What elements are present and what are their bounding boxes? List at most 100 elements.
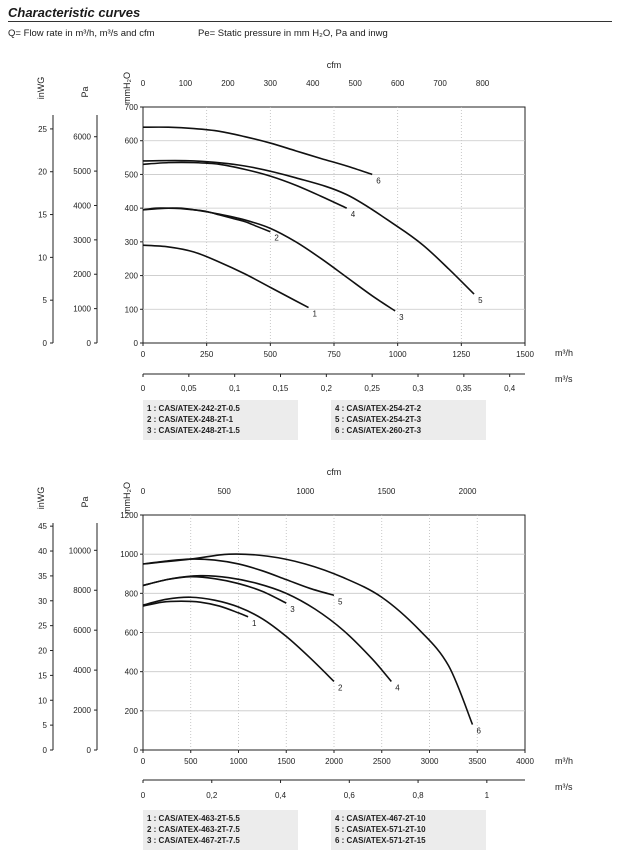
chart1-cfm-tick-label: 300: [264, 79, 278, 88]
chart1-curve-label-2: 2: [274, 234, 279, 243]
chart2-y-tick-label: 400: [125, 668, 139, 677]
chart1-cfm-label: cfm: [327, 60, 342, 70]
chart1-cfm-tick-label: 0: [141, 79, 146, 88]
chart2-x-tick-label: 0: [141, 757, 146, 766]
chart2-curve-label-1: 1: [252, 619, 257, 628]
page-title: Characteristic curves: [8, 5, 141, 20]
chart2-cfm-tick-label: 1000: [296, 487, 314, 496]
title-rule: [8, 21, 612, 22]
chart1-inwg-label: inWG: [36, 77, 46, 100]
chart1-curve-3: [142, 207, 396, 312]
chart2-inwg-tick-label: 25: [38, 622, 47, 631]
chart2-curve-label-2: 2: [338, 683, 343, 692]
chart2-curve-2: [142, 596, 335, 683]
chart1-curve-label-1: 1: [313, 310, 318, 319]
chart1-legend-entry: 6 : CAS/ATEX-260-2T-3: [335, 426, 422, 435]
chart1-legend-box: [143, 400, 298, 440]
chart2-pa-tick-label: 4000: [73, 666, 91, 675]
chart1-inwg-tick-label: 10: [38, 253, 47, 262]
chart2-inwg-tick-label: 35: [38, 572, 47, 581]
chart2-inwg-label: inWG: [36, 487, 46, 510]
chart1-x-tick-label: 1500: [516, 350, 534, 359]
chart2-pa-tick-label: 10000: [69, 546, 92, 555]
chart2-inwg-tick-label: 0: [43, 746, 48, 755]
chart2-m3s-tick-label: 1: [485, 791, 490, 800]
chart1-m3s-tick-label: 0,05: [181, 384, 197, 393]
chart1-legend-entry: 1 : CAS/ATEX-242-2T-0.5: [147, 404, 240, 413]
chart2-legend-entry: 2 : CAS/ATEX-463-2T-7.5: [147, 825, 240, 834]
chart1-legend-entry: 3 : CAS/ATEX-248-2T-1.5: [147, 426, 240, 435]
chart2-legend-box: [331, 810, 486, 850]
chart2-cfm-tick-label: 2000: [459, 487, 477, 496]
chart2-x-unit-label: m³/h: [555, 756, 573, 766]
chart2-cfm-label: cfm: [327, 467, 342, 477]
chart2-y-tick-label: 1000: [120, 550, 138, 559]
chart1-cfm-tick-label: 400: [306, 79, 320, 88]
chart1-pa-tick-label: 2000: [73, 270, 91, 279]
chart1-y-tick-label: 100: [125, 305, 139, 314]
chart2-cfm-tick-label: 500: [217, 487, 231, 496]
chart1-cfm-tick-label: 600: [391, 79, 405, 88]
chart1-x-tick-label: 1250: [452, 350, 470, 359]
chart2-m3s-tick-label: 0,6: [344, 791, 356, 800]
chart1-inwg-tick-label: 0: [43, 339, 48, 348]
chart1-curve-label-5: 5: [478, 296, 483, 305]
chart1-pa-tick-label: 5000: [73, 167, 91, 176]
chart1-cfm-tick-label: 100: [179, 79, 193, 88]
chart1-curve-5: [142, 159, 475, 295]
chart2-y-tick-label: 200: [125, 707, 139, 716]
chart2-m3s-tick-label: 0,8: [413, 791, 425, 800]
chart2-cfm-tick-label: 0: [141, 487, 146, 496]
pressure-caption: Pe= Static pressure in mm H₂O, Pa and in…: [198, 28, 388, 39]
chart2-x-tick-label: 3500: [468, 757, 486, 766]
chart2-m3s-tick-label: 0,2: [206, 791, 218, 800]
chart2-x-tick-label: 1000: [230, 757, 248, 766]
chart1-m3s-tick-label: 0,4: [504, 384, 516, 393]
chart1-curve-4: [142, 161, 348, 209]
chart2-curve-label-5: 5: [338, 597, 343, 606]
chart1-pa-tick-label: 0: [87, 339, 92, 348]
chart1-pa-tick-label: 3000: [73, 236, 91, 245]
chart1-m3s-unit-label: m³/s: [555, 374, 573, 384]
chart2-inwg-tick-label: 30: [38, 597, 47, 606]
chart1-inwg-tick-label: 15: [38, 211, 47, 220]
chart1-legend-box: [331, 400, 486, 440]
chart1-curve-label-3: 3: [399, 313, 404, 322]
chart1-inwg-tick-label: 20: [38, 168, 47, 177]
chart1-m3s-tick-label: 0: [141, 384, 146, 393]
chart2-inwg-tick-label: 10: [38, 696, 47, 705]
chart1-inwg-tick-label: 25: [38, 125, 47, 134]
chart2-inwg-tick-label: 5: [43, 721, 48, 730]
chart1-x-tick-label: 750: [327, 350, 341, 359]
chart2-curve-label-4: 4: [395, 683, 400, 692]
chart2-curve-label-3: 3: [290, 605, 295, 614]
flow-rate-caption: Q= Flow rate in m³/h, m³/s and cfm: [8, 28, 155, 39]
chart2-x-tick-label: 500: [184, 757, 198, 766]
chart1-y-unit-label: mmH₂O: [122, 72, 132, 104]
chart2-x-tick-label: 1500: [277, 757, 295, 766]
chart2-legend-entry: 4 : CAS/ATEX-467-2T-10: [335, 814, 426, 823]
chart2-m3s-tick-label: 0: [141, 791, 146, 800]
chart2-y-tick-label: 800: [125, 589, 139, 598]
chart2-legend-entry: 3 : CAS/ATEX-467-2T-7.5: [147, 836, 240, 845]
chart2-x-tick-label: 2000: [325, 757, 343, 766]
chart1-pa-tick-label: 1000: [73, 305, 91, 314]
chart1-x-tick-label: 0: [141, 350, 146, 359]
chart2-y-tick-label: 1200: [120, 511, 138, 520]
chart1-cfm-tick-label: 200: [221, 79, 235, 88]
chart1-y-tick-label: 200: [125, 272, 139, 281]
chart2-inwg-tick-label: 40: [38, 547, 47, 556]
chart2-curve-6: [142, 553, 474, 725]
chart2-pa-tick-label: 6000: [73, 626, 91, 635]
chart1-m3s-tick-label: 0,1: [229, 384, 241, 393]
chart1-legend-entry: 2 : CAS/ATEX-248-2T-1: [147, 415, 234, 424]
chart1-x-tick-label: 500: [264, 350, 278, 359]
chart2-legend-entry: 5 : CAS/ATEX-571-2T-10: [335, 825, 426, 834]
chart1-x-tick-label: 1000: [389, 350, 407, 359]
chart2-curve-4: [142, 574, 392, 682]
chart2-inwg-tick-label: 20: [38, 647, 47, 656]
chart1-cfm-tick-label: 800: [476, 79, 490, 88]
chart2-inwg-tick-label: 45: [38, 522, 47, 531]
chart1-legend-entry: 5 : CAS/ATEX-254-2T-3: [335, 415, 422, 424]
